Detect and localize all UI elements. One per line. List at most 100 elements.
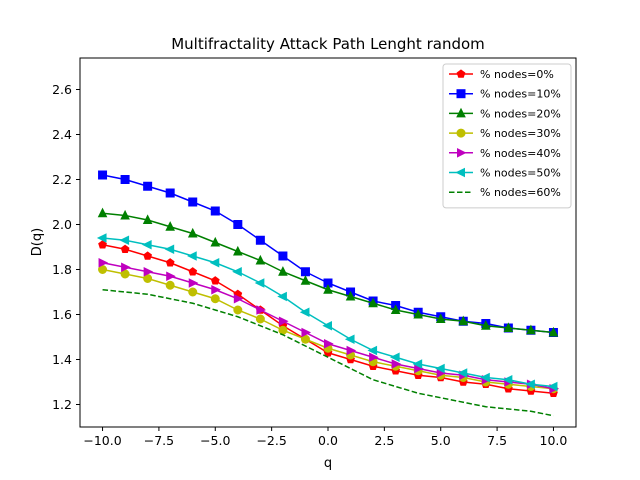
y-axis: 1.2 1.4 1.6 1.8 2.0 2.2 2.4 2.6 (52, 82, 80, 412)
data-point (525, 379, 535, 390)
legend-marker (457, 147, 467, 158)
x-tick-label: −2.5 (256, 433, 286, 448)
data-point (503, 322, 514, 332)
x-tick-label: −5.0 (200, 433, 230, 448)
data-point (502, 374, 513, 385)
data-point (458, 315, 469, 326)
data-point (98, 170, 108, 180)
data-point (278, 325, 288, 335)
x-tick-label: 10.0 (540, 433, 568, 448)
data-point (96, 233, 107, 243)
legend-label: % nodes=0% (480, 68, 554, 81)
data-point (301, 327, 312, 338)
data-point (233, 220, 243, 229)
data-point (457, 368, 468, 378)
x-tick-label: 5.0 (431, 433, 451, 448)
data-point (324, 338, 334, 349)
legend-marker (455, 167, 465, 178)
y-tick-label: 2.6 (52, 82, 72, 97)
data-point (210, 236, 221, 247)
data-point (435, 313, 446, 323)
y-tick-label: 1.8 (52, 262, 72, 277)
x-axis-label: q (324, 456, 332, 471)
data-point (547, 381, 558, 392)
data-point (300, 267, 310, 277)
data-point (210, 294, 220, 304)
data-point (278, 316, 289, 327)
data-point (413, 308, 423, 319)
legend-label: % nodes=60% (480, 186, 561, 199)
data-point (211, 284, 221, 295)
data-point (143, 251, 153, 260)
data-point (435, 363, 445, 374)
legend-item: % nodes=40% (449, 147, 561, 160)
legend-box (442, 63, 572, 209)
legend-label: % nodes=50% (480, 167, 561, 180)
data-point (299, 307, 310, 318)
data-point (120, 175, 130, 184)
data-point (278, 251, 288, 261)
series-line (102, 289, 554, 417)
data-point (369, 352, 379, 363)
data-point (142, 239, 152, 250)
data-point (233, 305, 243, 315)
data-point (480, 372, 490, 383)
data-point (256, 305, 266, 315)
data-point (120, 244, 130, 253)
legend-marker (456, 89, 466, 99)
y-tick-label: 1.2 (52, 397, 72, 412)
y-tick-label: 2.0 (52, 217, 72, 232)
data-point (300, 275, 311, 285)
series-1 (98, 240, 558, 397)
series-7 (102, 289, 554, 417)
data-point (210, 206, 220, 216)
data-point (98, 257, 109, 268)
legend-label: % nodes=10% (480, 88, 561, 101)
y-tick-label: 2.2 (52, 172, 72, 187)
legend-item: % nodes=30% (449, 127, 561, 140)
series-3 (97, 207, 559, 337)
y-axis-label: D(q) (30, 228, 45, 256)
data-point (165, 258, 175, 267)
data-point (368, 297, 378, 308)
legend-item: % nodes=0% (449, 68, 554, 81)
data-point (188, 278, 199, 288)
x-tick-label: −10.0 (83, 433, 121, 448)
data-point (346, 345, 357, 356)
data-point (481, 320, 491, 330)
data-point (97, 207, 108, 218)
data-point (322, 320, 332, 331)
data-point (277, 291, 287, 302)
data-point (187, 227, 198, 238)
data-point (391, 359, 402, 369)
data-point (164, 244, 175, 255)
legend-item: % nodes=50% (449, 167, 561, 180)
data-point (323, 284, 333, 294)
x-axis: −10.0 −7.5 −5.0 −2.5 0.0 2.5 5.0 7.5 10.0 (83, 427, 567, 448)
y-tick-label: 1.4 (52, 352, 72, 367)
legend-label: % nodes=20% (480, 107, 561, 120)
data-point (187, 251, 197, 261)
chart-title: Multifractality Attack Path Lenght rando… (171, 35, 485, 53)
x-tick-label: 2.5 (374, 433, 394, 448)
data-point (98, 240, 107, 249)
data-point (254, 278, 265, 288)
data-point (255, 254, 266, 265)
data-point (255, 235, 265, 245)
data-point (367, 345, 378, 356)
legend-marker (456, 128, 466, 138)
legend: % nodes=0% % nodes=10% % nodes=20% % nodes=… (442, 63, 572, 209)
data-point (548, 326, 559, 337)
plot-area (96, 170, 560, 417)
data-point (120, 209, 130, 220)
data-point (165, 188, 175, 198)
data-point (526, 324, 536, 335)
legend-item: % nodes=10% (449, 88, 561, 101)
legend-marker (456, 107, 466, 118)
y-tick-label: 2.4 (52, 127, 72, 142)
series-line (102, 212, 554, 334)
data-point (142, 214, 153, 224)
data-point (278, 266, 288, 276)
data-point (119, 235, 130, 246)
